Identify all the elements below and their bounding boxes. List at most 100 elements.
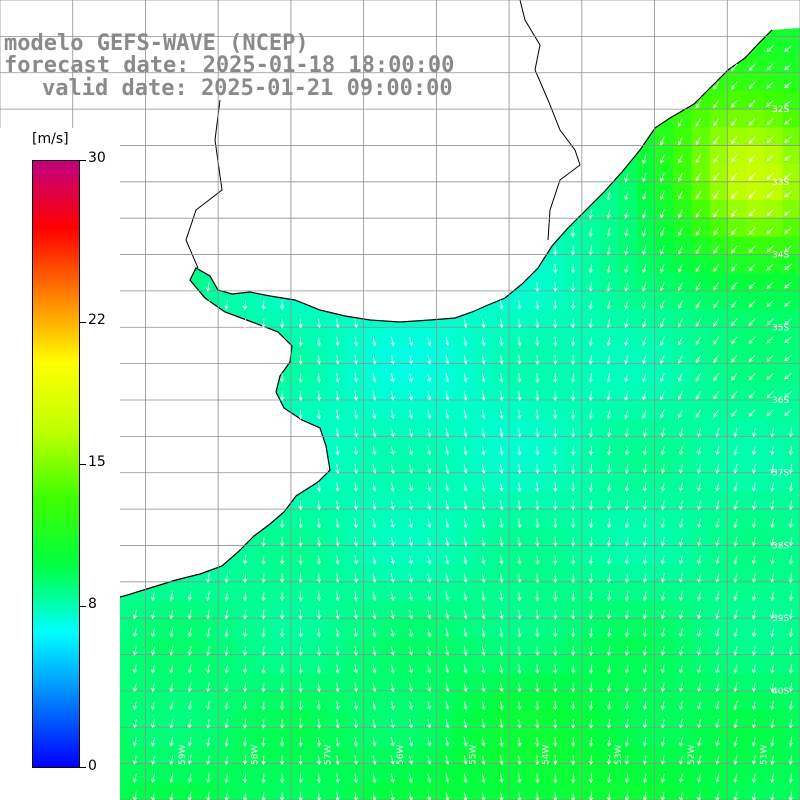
wind-arrow xyxy=(298,700,303,711)
wind-arrow xyxy=(335,409,340,420)
legend-tick-label: 15 xyxy=(88,454,106,470)
wind-arrow xyxy=(766,391,774,399)
wind-arrow xyxy=(499,427,504,438)
wind-arrow xyxy=(679,773,683,784)
wind-arrow xyxy=(499,500,504,511)
wind-arrow xyxy=(731,281,738,290)
wind-arrow xyxy=(661,664,665,674)
wind-arrow xyxy=(335,500,340,511)
wind-arrow xyxy=(752,700,757,711)
wind-arrow xyxy=(517,518,522,529)
wind-arrow xyxy=(661,718,665,729)
wind-arrow xyxy=(731,391,738,400)
wind-arrow xyxy=(535,391,540,402)
wind-arrow xyxy=(606,336,611,347)
wind-arrow xyxy=(642,172,647,183)
wind-arrow xyxy=(589,573,594,584)
wind-arrow xyxy=(390,700,395,711)
wind-arrow xyxy=(133,791,137,800)
wind-arrow xyxy=(298,536,303,547)
wind-arrow xyxy=(372,773,377,784)
wind-arrow xyxy=(697,755,702,765)
wind-arrow xyxy=(463,482,468,492)
wind-arrow xyxy=(517,555,522,565)
wind-arrow xyxy=(445,718,450,729)
wind-arrow xyxy=(733,755,738,765)
wind-arrow xyxy=(624,791,629,800)
wind-arrow xyxy=(606,263,611,274)
wind-arrow xyxy=(748,245,756,254)
wind-arrow xyxy=(748,372,756,381)
wind-arrow xyxy=(445,536,450,547)
wind-arrow xyxy=(372,445,377,456)
speed-cell xyxy=(728,273,747,292)
wind-arrow xyxy=(169,682,174,693)
wind-arrow xyxy=(535,318,540,329)
speed-cell xyxy=(764,254,784,274)
speed-cell xyxy=(709,218,729,238)
wind-arrow xyxy=(298,318,303,329)
wind-arrow xyxy=(206,755,211,766)
wind-arrow xyxy=(589,518,594,529)
wind-arrow xyxy=(517,791,522,800)
wind-arrow xyxy=(133,646,137,656)
wind-arrow xyxy=(280,664,285,675)
wind-arrow xyxy=(445,627,450,638)
wind-arrow xyxy=(642,718,647,729)
wind-arrow xyxy=(553,318,558,329)
wind-arrow xyxy=(606,718,612,729)
wind-arrow xyxy=(770,591,775,602)
wind-arrow xyxy=(752,791,757,800)
wind-arrow xyxy=(784,336,792,344)
wind-arrow xyxy=(766,154,774,162)
wind-arrow xyxy=(372,609,377,620)
speed-cell xyxy=(709,254,729,274)
wind-arrow xyxy=(697,700,702,711)
speed-cell xyxy=(691,400,711,420)
wind-arrow xyxy=(642,518,647,529)
wind-arrow xyxy=(445,391,450,401)
speed-cell xyxy=(691,145,711,165)
wind-arrow xyxy=(589,536,594,547)
speed-cell xyxy=(673,382,693,401)
wind-arrow xyxy=(661,445,665,456)
wind-arrow xyxy=(553,391,558,402)
wind-arrow xyxy=(588,391,593,402)
valid-date: valid date: 2025-01-21 09:00:00 xyxy=(42,76,453,101)
wind-arrow xyxy=(298,646,303,656)
legend-tick-label: 30 xyxy=(88,150,106,166)
wind-arrow xyxy=(752,773,757,784)
wind-arrow xyxy=(571,791,576,800)
wind-arrow xyxy=(571,500,576,511)
wind-arrow xyxy=(535,791,540,800)
wind-arrow xyxy=(766,99,774,107)
wind-arrow xyxy=(784,154,792,162)
wind-arrow xyxy=(427,627,432,638)
wind-arrow xyxy=(409,737,413,747)
wind-arrow xyxy=(317,664,322,675)
wind-arrow xyxy=(624,281,629,292)
wind-arrow xyxy=(752,664,757,674)
wind-arrow xyxy=(715,536,720,547)
wind-arrow xyxy=(317,555,322,565)
wind-arrow xyxy=(770,518,775,529)
speed-cell xyxy=(691,182,711,201)
wind-arrow xyxy=(481,773,486,784)
wind-arrow xyxy=(570,227,576,238)
wind-arrow xyxy=(642,445,647,456)
wind-arrow xyxy=(752,500,757,511)
wind-arrow xyxy=(390,536,395,547)
wind-arrow xyxy=(481,627,486,638)
wind-arrow xyxy=(169,627,174,638)
wind-arrow xyxy=(770,646,775,656)
wind-arrow xyxy=(766,245,774,253)
wind-arrow xyxy=(187,791,192,800)
speed-cell xyxy=(691,236,711,256)
wind-arrow xyxy=(243,755,248,766)
lat-label: 34S xyxy=(772,251,789,261)
wind-arrow xyxy=(570,409,576,420)
wind-arrow xyxy=(372,536,377,547)
wind-arrow xyxy=(317,700,322,711)
wind-arrow xyxy=(535,482,540,493)
wind-arrow xyxy=(606,464,612,474)
